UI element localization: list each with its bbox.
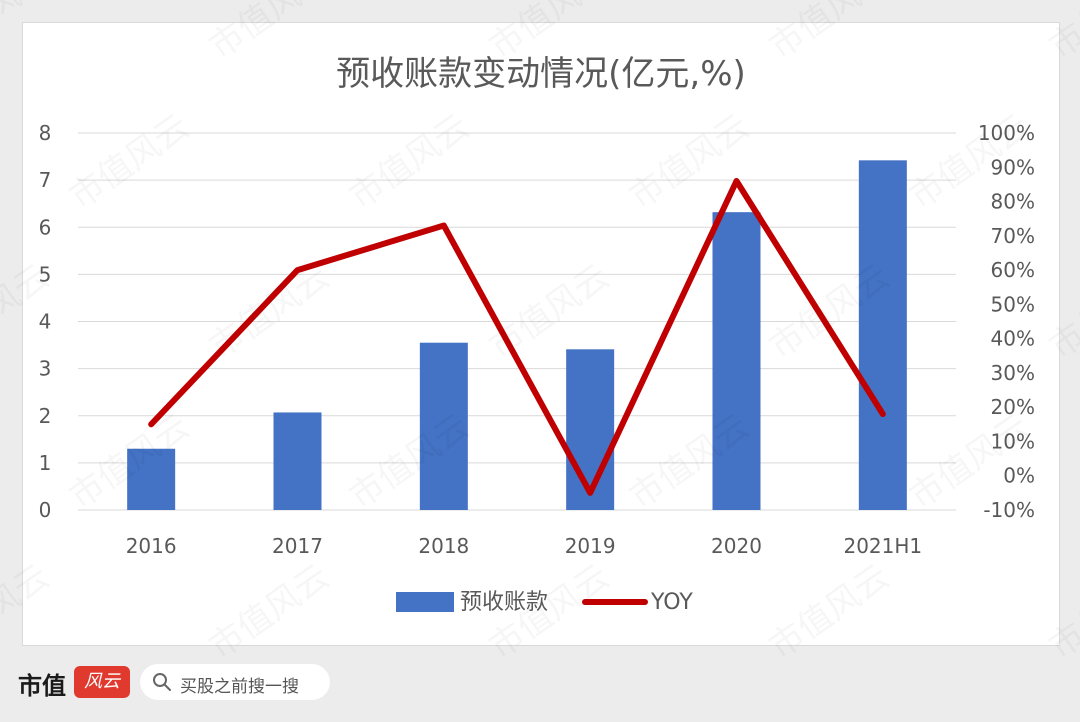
y-left-tick-label: 0 [39, 498, 52, 522]
y-right-tick-label: 10% [991, 429, 1035, 453]
legend-label-line: YOY [650, 590, 693, 615]
bar [273, 412, 322, 510]
y-left-tick-label: 5 [39, 262, 52, 286]
legend-item-bar: 预收账款 [396, 590, 548, 615]
x-tick-label: 2018 [418, 534, 469, 558]
y-right-tick-label: 90% [991, 155, 1035, 179]
x-tick-label: 2019 [565, 534, 616, 558]
y-right-tick-label: 0% [1003, 464, 1035, 488]
y-right-tick-label: 20% [991, 395, 1035, 419]
x-tick-label: 2017 [272, 534, 323, 558]
x-tick-label: 2016 [126, 534, 177, 558]
y-left-tick-label: 2 [39, 404, 52, 428]
y-right-tick-label: 60% [991, 258, 1035, 282]
chart-svg: 预收账款变动情况(亿元,%) 0 1 2 3 4 5 6 7 8 -10% 0% 10% 20% 30%… [39, 54, 1035, 615]
bar [712, 212, 761, 511]
y-left-tick-label: 7 [39, 168, 52, 192]
y-right-tick-label: 40% [991, 327, 1035, 351]
search-icon [153, 673, 171, 691]
y-left-tick-label: 1 [39, 451, 52, 475]
x-tick-label: 2020 [711, 534, 762, 558]
bar [566, 349, 615, 510]
y-left-tick-label: 3 [39, 357, 52, 381]
bar [127, 448, 176, 510]
y-right-tick-label: 30% [991, 361, 1035, 385]
legend-swatch-bar [396, 592, 454, 612]
y-right-tick-label: 100% [978, 121, 1035, 145]
bar [858, 160, 907, 510]
brand-logo: 风云 [74, 666, 130, 698]
y-left-tick-label: 4 [39, 310, 52, 334]
search-pill[interactable]: 买股之前搜一搜 [140, 664, 330, 700]
yoy-line [148, 177, 886, 496]
y-right-tick-label: -10% [983, 498, 1035, 522]
chart-card: 预收账款变动情况(亿元,%) 0 1 2 3 4 5 6 7 8 -10% 0% 10% 20% 30%… [22, 22, 1060, 646]
y-left-tick-label: 6 [39, 215, 52, 239]
y-left-tick-label: 8 [39, 121, 52, 145]
brand-text: 市值 [18, 672, 66, 700]
search-placeholder: 买股之前搜一搜 [180, 677, 299, 697]
y-right-tick-label: 50% [991, 292, 1035, 316]
legend-label-bar: 预收账款 [460, 590, 548, 615]
chart-title: 预收账款变动情况(亿元,%) [336, 54, 746, 94]
y-right-tick-label: 70% [991, 224, 1035, 248]
x-tick-label: 2021H1 [843, 534, 922, 558]
y-right-tick-label: 80% [991, 190, 1035, 214]
legend-item-line: YOY [582, 590, 693, 615]
bar [419, 342, 468, 510]
footer: 市值 风云 买股之前搜一搜 [0, 648, 1080, 718]
